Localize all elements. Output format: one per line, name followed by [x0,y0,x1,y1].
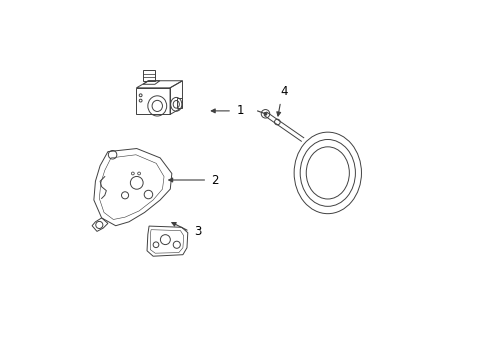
Circle shape [264,112,266,115]
Text: 3: 3 [193,225,201,238]
Text: 4: 4 [280,85,287,98]
Text: 1: 1 [236,104,244,117]
Text: 2: 2 [211,174,219,186]
